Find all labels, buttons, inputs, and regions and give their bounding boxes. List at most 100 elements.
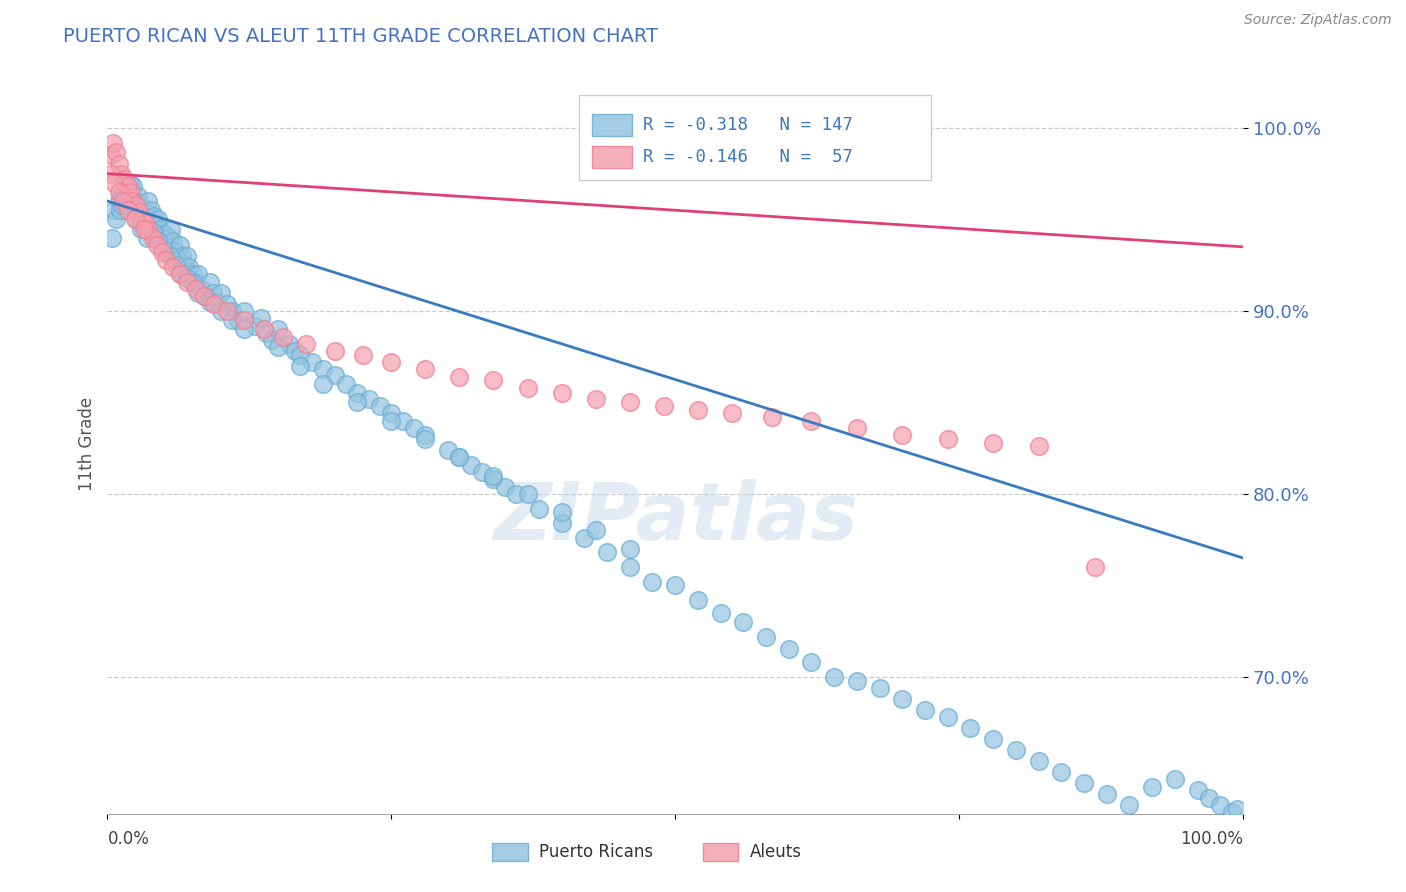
Point (891, 428, 914, 442)
Point (162, 235, 184, 249)
Point (845, 421, 868, 435)
Text: 0.0%: 0.0% (107, 830, 149, 848)
Point (527, 501, 550, 516)
Point (120, 185, 142, 199)
Point (1084, 560, 1107, 574)
Point (1028, 754, 1050, 768)
Point (415, 432, 437, 446)
Point (132, 221, 155, 235)
Point (131, 221, 153, 235)
Point (914, 703, 936, 717)
Point (221, 313, 243, 327)
Point (295, 336, 318, 351)
Point (380, 355, 402, 369)
Point (165, 245, 187, 260)
Point (184, 282, 207, 296)
Point (352, 348, 374, 362)
Point (686, 593, 709, 607)
Point (253, 322, 276, 336)
Point (1220, 805, 1243, 820)
Point (460, 458, 482, 472)
Point (380, 406, 402, 420)
Point (160, 223, 183, 237)
Point (482, 468, 505, 483)
Point (516, 381, 538, 395)
Point (1028, 439, 1050, 453)
Point (176, 275, 198, 289)
Point (959, 721, 981, 735)
Point (312, 362, 335, 376)
Point (132, 202, 155, 216)
Point (118, 186, 141, 201)
Point (346, 395, 368, 409)
Point (641, 574, 664, 589)
Point (1209, 797, 1232, 812)
Point (148, 212, 170, 227)
Point (550, 386, 572, 401)
Point (471, 465, 494, 479)
Text: 100.0%: 100.0% (1180, 830, 1243, 848)
Point (800, 414, 823, 428)
Point (112, 185, 135, 199)
Point (157, 230, 180, 244)
Point (449, 450, 471, 465)
Point (449, 369, 471, 384)
Point (290, 359, 312, 373)
Point (232, 313, 254, 327)
Point (128, 200, 150, 214)
Point (402, 421, 425, 435)
Point (181, 277, 204, 291)
Point (142, 230, 165, 244)
Point (100, 167, 122, 181)
Point (120, 185, 142, 199)
Point (153, 244, 176, 258)
Point (710, 606, 733, 620)
Point (205, 294, 228, 309)
Point (505, 487, 527, 501)
Point (209, 304, 232, 318)
Text: Aleuts: Aleuts (749, 843, 801, 861)
Point (312, 377, 335, 392)
Point (1073, 776, 1095, 790)
Point (574, 531, 596, 545)
Point (179, 260, 201, 274)
Point (1198, 790, 1220, 805)
Point (176, 249, 198, 263)
Point (482, 472, 505, 486)
Point (619, 560, 641, 574)
Point (1226, 802, 1249, 816)
Point (117, 179, 139, 194)
Point (131, 216, 153, 230)
Point (273, 329, 295, 343)
Point (169, 238, 191, 252)
Point (136, 207, 159, 221)
Point (267, 341, 290, 355)
Point (134, 216, 156, 230)
Point (596, 545, 619, 559)
Point (120, 176, 142, 190)
Point (391, 414, 413, 428)
Point (1164, 772, 1187, 787)
Point (111, 198, 134, 212)
Point (619, 541, 641, 556)
Point (278, 336, 301, 351)
Point (215, 304, 238, 318)
Point (149, 221, 172, 235)
Point (936, 432, 959, 446)
Point (778, 642, 800, 657)
Point (260, 333, 283, 347)
Point (516, 487, 538, 501)
Point (290, 348, 312, 362)
Text: R = -0.318   N = 147: R = -0.318 N = 147 (644, 116, 853, 134)
Point (135, 221, 157, 235)
Point (173, 258, 195, 272)
Point (1118, 797, 1140, 812)
Point (181, 267, 204, 281)
Point (103, 203, 125, 218)
Point (415, 362, 437, 376)
Point (131, 209, 153, 223)
Point (449, 450, 471, 465)
Y-axis label: 11th Grade: 11th Grade (79, 397, 96, 491)
Point (194, 289, 217, 303)
Point (1187, 783, 1209, 797)
